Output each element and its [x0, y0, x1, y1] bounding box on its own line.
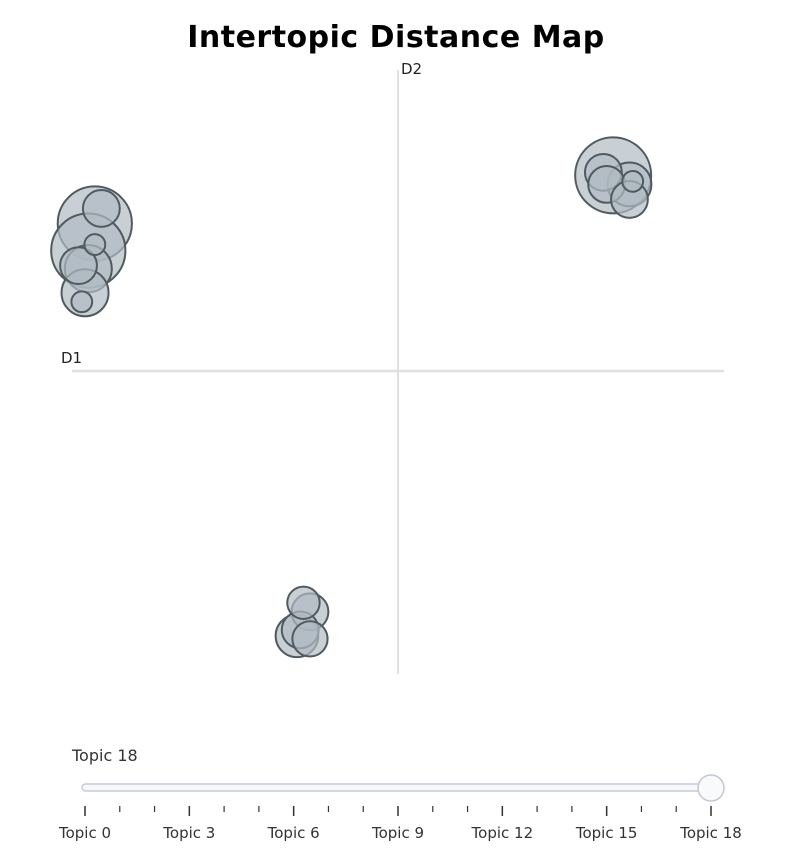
slider-rail[interactable]	[81, 783, 711, 792]
slider-tick-label[interactable]: Topic 6	[267, 824, 320, 842]
slider-handle[interactable]	[697, 774, 725, 802]
slider-tick-label[interactable]: Topic 0	[58, 824, 111, 842]
slider-tick-label[interactable]: Topic 15	[575, 824, 638, 842]
topic-bubble[interactable]	[83, 233, 107, 256]
bubble-layer	[50, 136, 653, 659]
slider-ticks: Topic 0 Topic 3 Topic 6 Topic 9 Topic 12 Topi…	[58, 806, 742, 842]
plot-area: D2 D1	[50, 60, 724, 674]
d1-axis-label: D1	[61, 349, 82, 367]
d2-axis-label: D2	[401, 60, 422, 78]
slider-tick-label[interactable]: Topic 12	[471, 824, 534, 842]
slider-tick-label[interactable]: Topic 18	[679, 824, 742, 842]
slider-tick-label[interactable]: Topic 9	[371, 824, 424, 842]
topic-bubble[interactable]	[70, 290, 94, 314]
topic-bubble[interactable]	[81, 189, 121, 228]
topic-bubble[interactable]	[621, 169, 645, 193]
topic-bubble[interactable]	[59, 246, 98, 286]
topic-bubble[interactable]	[291, 620, 329, 658]
chart-title: Intertopic Distance Map	[187, 20, 605, 55]
slider-tick-label[interactable]: Topic 3	[162, 824, 215, 842]
topic-bubble[interactable]	[286, 585, 321, 620]
slider-current-label: Topic 18	[72, 746, 138, 765]
